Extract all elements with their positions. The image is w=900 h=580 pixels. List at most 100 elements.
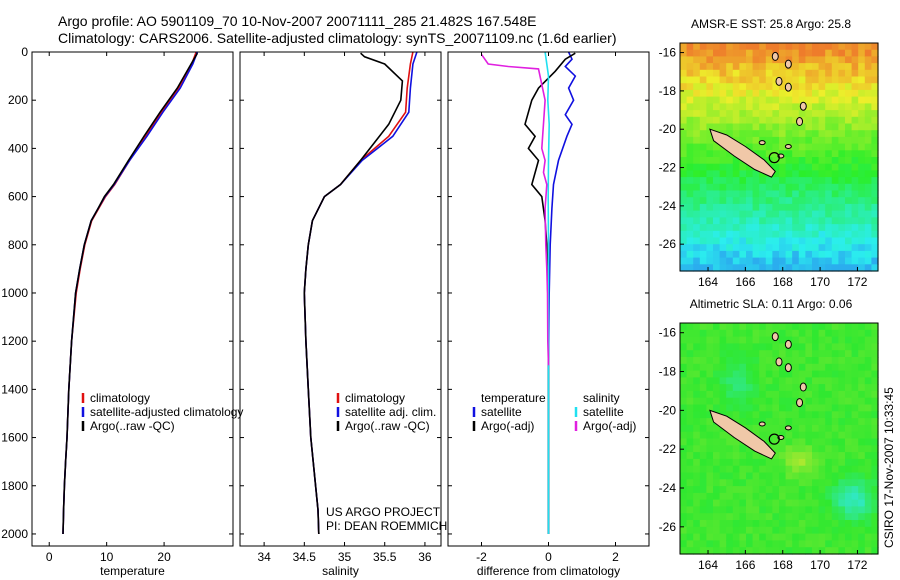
map-cell — [871, 363, 879, 372]
map-cell — [825, 520, 833, 528]
map-cell — [845, 390, 853, 399]
island-loyalty — [784, 143, 792, 149]
map-cell — [871, 506, 879, 514]
map-cell — [798, 418, 806, 426]
map-cell — [719, 250, 727, 259]
map-cell — [851, 513, 859, 521]
map-cell — [864, 197, 872, 205]
map-cell — [779, 69, 787, 78]
map-cell — [785, 257, 793, 265]
map-cell — [765, 458, 773, 467]
map-cell — [706, 465, 714, 474]
series-temperature-climatology — [62, 52, 197, 535]
map-cell — [825, 404, 833, 412]
map-cell — [858, 384, 866, 392]
map-cell — [831, 76, 839, 84]
map-cell — [831, 472, 839, 480]
map-cell — [851, 418, 859, 426]
map-cell — [831, 203, 839, 212]
map-cell — [825, 492, 833, 501]
map-cell — [752, 499, 760, 507]
map-cell — [812, 76, 820, 84]
map-cell — [805, 203, 813, 212]
map-cell — [864, 336, 872, 344]
map-cell — [699, 183, 707, 192]
map-cell — [693, 69, 701, 78]
map-cell — [752, 110, 760, 118]
map-cell — [845, 499, 853, 507]
map-cell — [680, 123, 688, 131]
map-cell — [785, 526, 793, 535]
map-cell — [680, 103, 688, 111]
map-cell — [845, 69, 853, 78]
map-cell — [805, 210, 813, 218]
map-cell — [851, 123, 859, 131]
map-cell — [746, 49, 754, 57]
map-cell — [772, 404, 780, 412]
map-cell — [726, 547, 734, 555]
map-cell — [785, 123, 793, 131]
map-cell — [785, 69, 793, 78]
map-cell — [732, 217, 740, 225]
map-cell — [779, 465, 787, 474]
map-cell — [871, 370, 879, 378]
map-cell — [818, 63, 826, 71]
map-cell — [686, 230, 694, 239]
map-cell — [719, 83, 727, 91]
map-cell — [818, 479, 826, 487]
island-vanuatu — [775, 357, 783, 367]
map-cell — [845, 336, 853, 344]
map-cell — [779, 76, 787, 84]
map-cell — [759, 357, 767, 365]
map-cell — [818, 43, 826, 51]
map-cell — [752, 458, 760, 467]
map-cell — [752, 264, 760, 272]
map-cell — [871, 424, 879, 433]
map-cell — [818, 329, 826, 338]
map-cell — [871, 438, 879, 446]
map-cell — [693, 390, 701, 399]
map-cell — [805, 520, 813, 528]
map-cell — [680, 110, 688, 118]
map-cell — [726, 224, 734, 232]
frame-temperature — [31, 51, 234, 547]
map-cell — [772, 103, 780, 111]
map-cell — [858, 130, 866, 138]
map-cell — [792, 397, 800, 406]
map-cell — [706, 96, 714, 104]
map-cell — [686, 513, 694, 521]
map-cell — [838, 424, 846, 433]
map-cell — [765, 404, 773, 412]
map-cell — [818, 69, 826, 78]
map-cell — [779, 163, 787, 171]
map-cell — [825, 472, 833, 480]
map-cell — [779, 370, 787, 378]
map-cell — [772, 210, 780, 218]
map-cell — [719, 377, 727, 385]
map-cell — [805, 163, 813, 171]
map-cell — [798, 110, 806, 118]
map-cell — [805, 547, 813, 555]
map-cell — [838, 397, 846, 406]
map-cell — [831, 69, 839, 78]
map-cell — [713, 336, 721, 344]
map-cell — [838, 431, 846, 440]
map-cell — [871, 110, 879, 118]
map-cell — [831, 506, 839, 514]
map-cell — [785, 411, 793, 419]
map-cell — [851, 130, 859, 138]
map-cell — [864, 343, 872, 351]
map-cell — [845, 76, 853, 84]
map-cell — [792, 217, 800, 225]
map-cell — [864, 431, 872, 440]
map-cell — [851, 547, 859, 555]
map-cell — [719, 264, 727, 272]
map-ytick-label: -18 — [659, 84, 677, 98]
map-cell — [798, 123, 806, 131]
map-cell — [732, 540, 740, 548]
map-cell — [732, 350, 740, 358]
map-cell — [818, 452, 826, 460]
map-cell — [845, 230, 853, 239]
map-cell — [752, 486, 760, 494]
map-cell — [851, 343, 859, 351]
